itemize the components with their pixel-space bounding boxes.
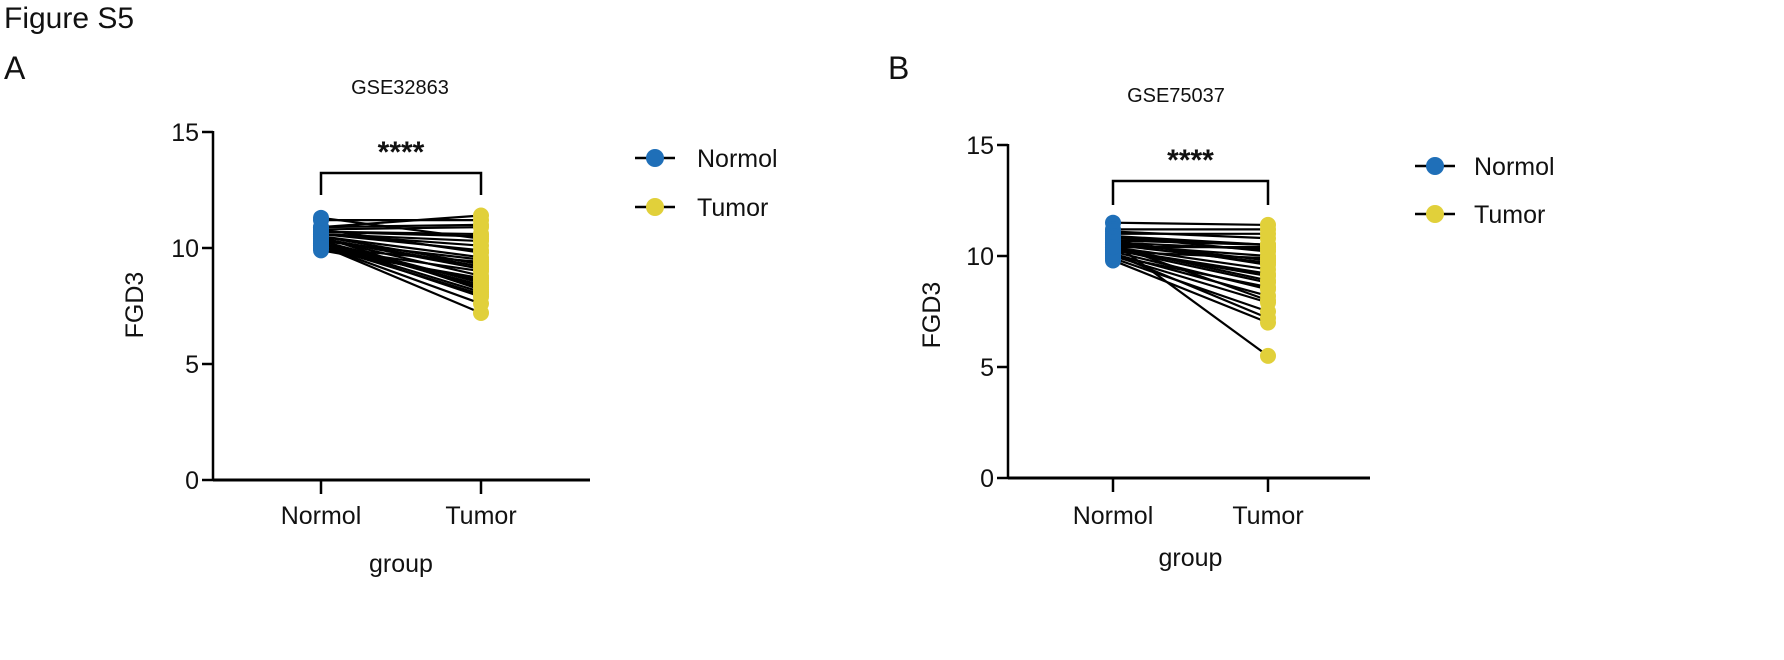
pair-line — [320, 235, 482, 291]
legend-marker-normal — [1426, 157, 1444, 175]
x-tick-label: Tumor — [1232, 502, 1303, 530]
pair-line — [320, 216, 482, 240]
tumor-point — [473, 304, 489, 321]
y-tick-label: 0 — [980, 465, 994, 493]
normal-point — [313, 209, 329, 226]
x-tick-label: Tumor — [445, 502, 516, 530]
legend-label: Tumor — [697, 194, 768, 222]
pair-line — [1112, 252, 1269, 320]
chart-title: GSE32863 — [351, 77, 449, 99]
y-tick-label: 0 — [185, 467, 199, 495]
significance-stars: **** — [378, 136, 425, 169]
panel-label-a: A — [4, 50, 26, 86]
pair-line — [320, 228, 482, 254]
pair-line — [1112, 259, 1269, 324]
pair-line — [1112, 239, 1269, 266]
tumor-point — [473, 258, 489, 275]
pair-line — [320, 230, 482, 236]
tumor-point — [473, 272, 489, 289]
figure-title: Figure S5 — [4, 2, 135, 35]
y-tick-label: 15 — [171, 119, 199, 147]
significance-bracket — [319, 171, 483, 195]
x-tick-label: Normol — [1073, 502, 1154, 530]
significance-bracket — [1111, 179, 1270, 205]
pair-line — [320, 235, 482, 259]
tumor-point — [1260, 252, 1276, 269]
pair-line — [1112, 246, 1269, 271]
pair-line — [1112, 230, 1269, 240]
tumor-point — [1260, 272, 1276, 289]
y-tick-label: 5 — [980, 354, 994, 382]
y-tick-label: 10 — [171, 235, 199, 263]
legend-label: Tumor — [1474, 201, 1545, 229]
pair-line — [320, 246, 482, 273]
y-axis-label: FGD3 — [121, 272, 149, 339]
normal-point — [313, 240, 329, 256]
pair-line — [320, 223, 482, 229]
x-axis-label: group — [369, 550, 433, 578]
tumor-point — [473, 216, 489, 233]
y-tick-label: 10 — [966, 243, 994, 271]
pair-line — [320, 214, 482, 229]
y-axis-label: FGD3 — [918, 282, 946, 349]
pair-line — [320, 244, 482, 314]
legend-marker-tumor — [646, 198, 664, 216]
tumor-point — [1260, 292, 1276, 309]
pair-line — [1112, 246, 1269, 282]
legend-label: Normol — [1474, 153, 1555, 181]
y-tick-label: 5 — [185, 351, 199, 379]
legend-marker-normal — [646, 149, 664, 167]
legend-marker-tumor — [1426, 205, 1444, 223]
pair-line — [1112, 237, 1269, 246]
tumor-point — [1260, 236, 1276, 253]
pair-line — [320, 246, 482, 282]
tumor-point — [1260, 347, 1276, 364]
pair-line — [1112, 243, 1269, 302]
pair-line — [1112, 221, 1269, 227]
chart-title: GSE75037 — [1127, 85, 1225, 107]
y-tick-label: 15 — [966, 132, 994, 160]
panel-label-b: B — [888, 50, 910, 86]
pair-line — [320, 237, 482, 268]
normal-point — [1105, 239, 1121, 256]
pair-line — [320, 232, 482, 247]
tumor-point — [473, 286, 489, 303]
tumor-point — [473, 230, 489, 247]
legend-label: Normol — [697, 145, 778, 173]
x-axis-label: group — [1159, 544, 1223, 572]
significance-stars: **** — [1167, 144, 1214, 177]
tumor-point — [1260, 310, 1276, 327]
pair-line — [1112, 241, 1269, 262]
x-tick-label: Normol — [281, 502, 362, 530]
